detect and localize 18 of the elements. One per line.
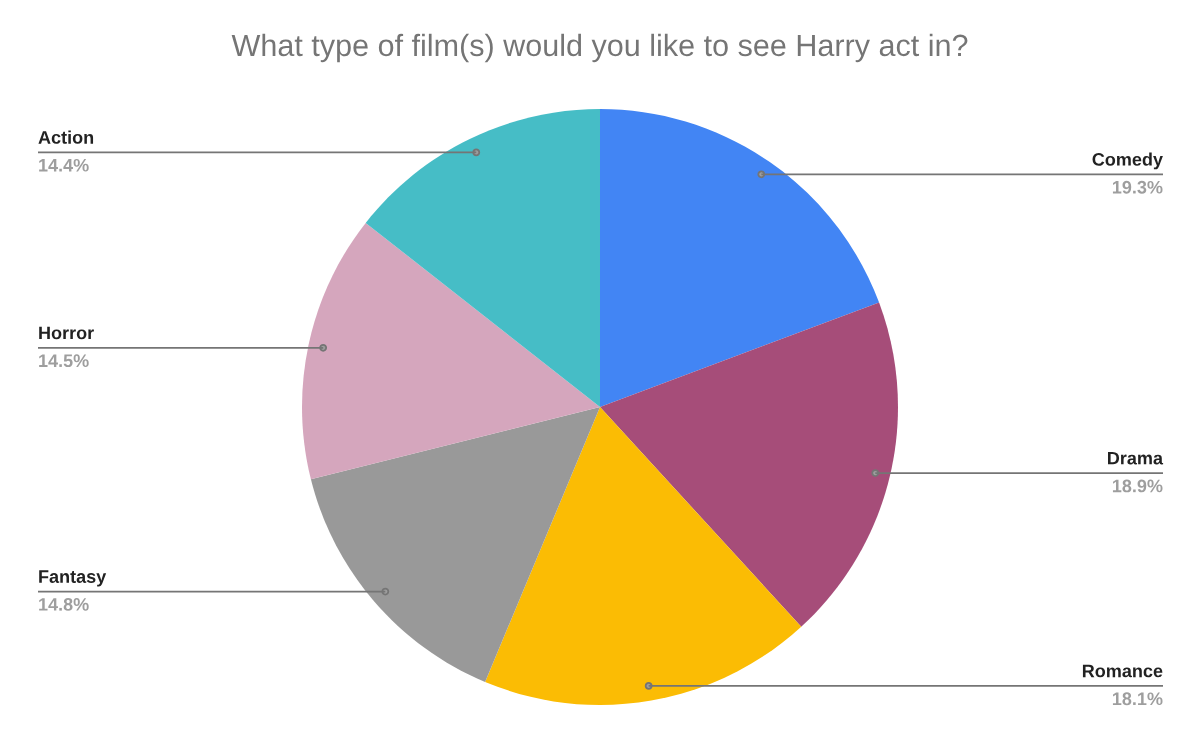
data-label: 18.1%: [1112, 692, 1163, 706]
pie-slice: [600, 302, 898, 627]
pie-slice: [365, 109, 600, 407]
chart-title: What type of film(s) would you like to see Harry act in?: [231, 33, 968, 63]
data-label: 19.3%: [1112, 180, 1163, 194]
slice-label: Drama: [1108, 451, 1164, 465]
pie-slice: [302, 222, 600, 480]
slice-label: Fantasy: [39, 570, 107, 587]
slice-label: Horror: [39, 326, 94, 340]
pie-slice: [600, 109, 880, 407]
data-label: 14.8%: [39, 598, 89, 611]
pie-slice: [485, 407, 802, 705]
slice-label: Comedy: [1092, 152, 1163, 170]
slice-label: Action: [38, 130, 94, 144]
slice-label: Romance: [1082, 664, 1163, 678]
data-label: 14.4%: [39, 158, 89, 172]
data-label: 14.5%: [39, 354, 89, 368]
data-label: 18.9%: [1112, 479, 1163, 493]
